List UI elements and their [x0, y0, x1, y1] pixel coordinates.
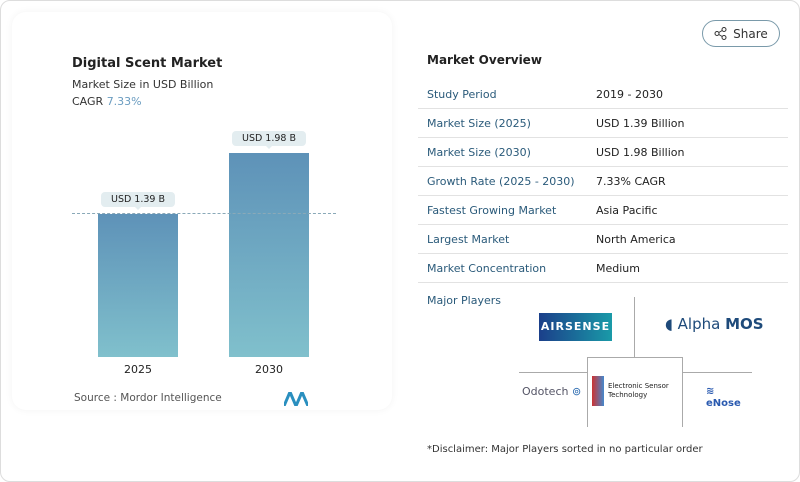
chart-title: Digital Scent Market	[72, 56, 223, 71]
row-key: Largest Market	[427, 233, 510, 246]
chart-subtitle: Market Size in USD Billion	[72, 78, 214, 91]
row-value: 7.33% CAGR	[596, 175, 666, 188]
overview-title: Market Overview	[427, 53, 542, 67]
row-value: 2019 - 2030	[596, 88, 663, 101]
share-label: Share	[733, 26, 768, 41]
odotech-logo: Odotech ⊚	[522, 385, 582, 398]
est-logo: Electronic Sensor Technology	[592, 376, 680, 406]
overview-row: Market Size (2025) USD 1.39 Billion	[418, 109, 788, 138]
cagr: CAGR 7.33%	[72, 95, 142, 108]
overview-row: Largest Market North America	[418, 225, 788, 254]
airsense-logo: AIRSENSE	[539, 313, 612, 341]
row-key: Growth Rate (2025 - 2030)	[427, 175, 575, 188]
row-value: Asia Pacific	[596, 204, 658, 217]
mordor-logo-icon	[284, 392, 308, 406]
source: Source : Mordor Intelligence	[74, 392, 222, 404]
row-key: Market Size (2025)	[427, 117, 531, 130]
overview-row: Growth Rate (2025 - 2030) 7.33% CAGR	[418, 167, 788, 196]
logo-grid-center	[587, 357, 683, 427]
row-key: Market Size (2030)	[427, 146, 531, 159]
enose-logo: ≋ eNose	[706, 386, 741, 409]
overview-row: Study Period 2019 - 2030	[418, 80, 788, 109]
overview-row: Fastest Growing Market Asia Pacific	[418, 196, 788, 225]
bar-2030	[229, 153, 309, 357]
data-label: USD 1.39 B	[100, 191, 176, 210]
data-label: USD 1.98 B	[231, 131, 307, 150]
row-key: Fastest Growing Market	[427, 204, 557, 217]
row-value: Medium	[596, 262, 640, 275]
chart-card	[12, 12, 392, 410]
bar-2025	[98, 213, 178, 357]
reference-line	[72, 213, 336, 214]
disclaimer: *Disclaimer: Major Players sorted in no …	[427, 444, 703, 455]
alpha-mos-logo: ◖ Alpha MOS	[665, 315, 764, 333]
category-label: 2030	[255, 363, 283, 376]
overview-row: Market Size (2030) USD 1.98 Billion	[418, 138, 788, 167]
major-players-title: Major Players	[427, 294, 501, 307]
row-key: Study Period	[427, 88, 497, 101]
row-value: North America	[596, 233, 676, 246]
row-value: USD 1.39 Billion	[596, 117, 685, 130]
share-icon	[714, 27, 727, 40]
row-value: USD 1.98 Billion	[596, 146, 685, 159]
overview-row: Market Concentration Medium	[418, 254, 788, 283]
cagr-label: CAGR	[72, 95, 104, 108]
share-button[interactable]: Share	[702, 20, 780, 47]
cagr-value: 7.33%	[106, 95, 142, 108]
row-key: Market Concentration	[427, 262, 547, 275]
category-label: 2025	[124, 363, 152, 376]
